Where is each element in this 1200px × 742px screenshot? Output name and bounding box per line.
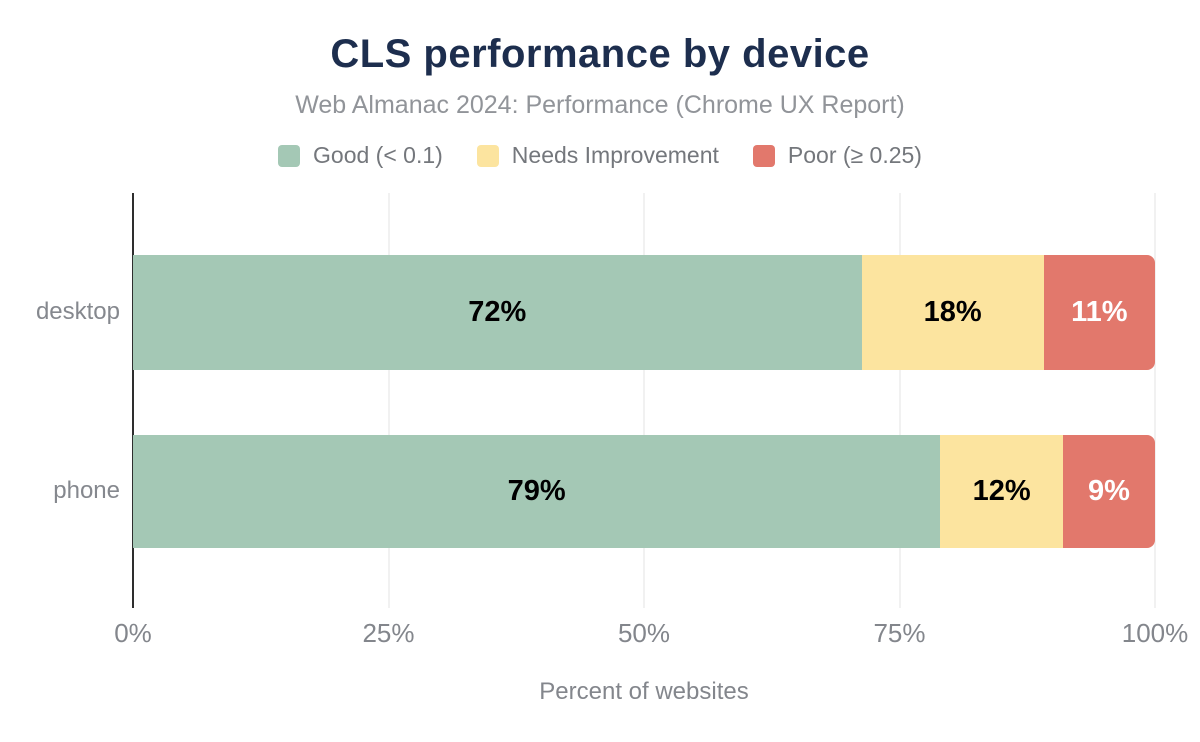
bar-value-label-desktop-good: 72% bbox=[468, 296, 527, 328]
plot-area: 72% 18% 11% 79% 12% 9% bbox=[132, 193, 1156, 608]
bar-segment-desktop-good: 72% bbox=[133, 255, 862, 370]
gridline-100 bbox=[1154, 193, 1156, 608]
y-axis-line bbox=[132, 193, 134, 608]
bar-row-phone: 79% 12% 9% bbox=[133, 435, 1155, 548]
bar-segment-phone-needs-improvement: 12% bbox=[940, 435, 1064, 548]
bar-segment-phone-poor: 9% bbox=[1063, 435, 1155, 548]
legend-label-good: Good (< 0.1) bbox=[313, 142, 443, 168]
legend-swatch-poor bbox=[752, 144, 775, 167]
x-axis-label: Percent of websites bbox=[539, 678, 749, 705]
gridline-25 bbox=[387, 193, 390, 608]
x-tick-label-100: 100% bbox=[1121, 618, 1189, 648]
gridline-50 bbox=[643, 193, 645, 608]
legend-label-needs-improvement: Needs Improvement bbox=[511, 142, 719, 168]
gridline-75 bbox=[898, 193, 901, 608]
x-tick-label-75: 75% bbox=[873, 618, 926, 648]
chart-subtitle: Web Almanac 2024: Performance (Chrome UX… bbox=[295, 91, 905, 119]
bar-segment-desktop-needs-improvement: 18% bbox=[861, 255, 1044, 370]
legend-item-poor: Poor (≥ 0.25) bbox=[752, 142, 922, 169]
bar-row-desktop: 72% 18% 11% bbox=[133, 255, 1155, 370]
x-tick-label-25: 25% bbox=[362, 618, 415, 648]
bar-value-label-phone-needs-improvement: 12% bbox=[972, 475, 1031, 507]
bar-segment-desktop-poor: 11% bbox=[1043, 255, 1155, 370]
legend-label-poor: Poor (≥ 0.25) bbox=[787, 142, 922, 168]
x-tick-label-0: 0% bbox=[114, 618, 152, 648]
chart-title: CLS performance by device bbox=[330, 32, 870, 76]
legend-item-needs-improvement: Needs Improvement bbox=[476, 142, 719, 169]
category-label-desktop: desktop bbox=[35, 297, 120, 325]
bar-value-label-desktop-needs-improvement: 18% bbox=[923, 296, 982, 328]
legend-swatch-needs-improvement bbox=[476, 144, 499, 167]
category-label-phone: phone bbox=[53, 476, 120, 504]
chart-legend: Good (< 0.1) Needs Improvement Poor (≥ 0.2… bbox=[0, 142, 1200, 169]
bar-value-label-desktop-poor: 11% bbox=[1071, 296, 1128, 328]
legend-swatch-good bbox=[278, 144, 301, 167]
bar-value-label-phone-good: 79% bbox=[507, 475, 566, 507]
legend-item-good: Good (< 0.1) bbox=[278, 142, 443, 169]
x-tick-label-50: 50% bbox=[617, 618, 671, 648]
bar-value-label-phone-poor: 9% bbox=[1088, 475, 1130, 507]
bar-segment-phone-good: 79% bbox=[133, 435, 941, 548]
